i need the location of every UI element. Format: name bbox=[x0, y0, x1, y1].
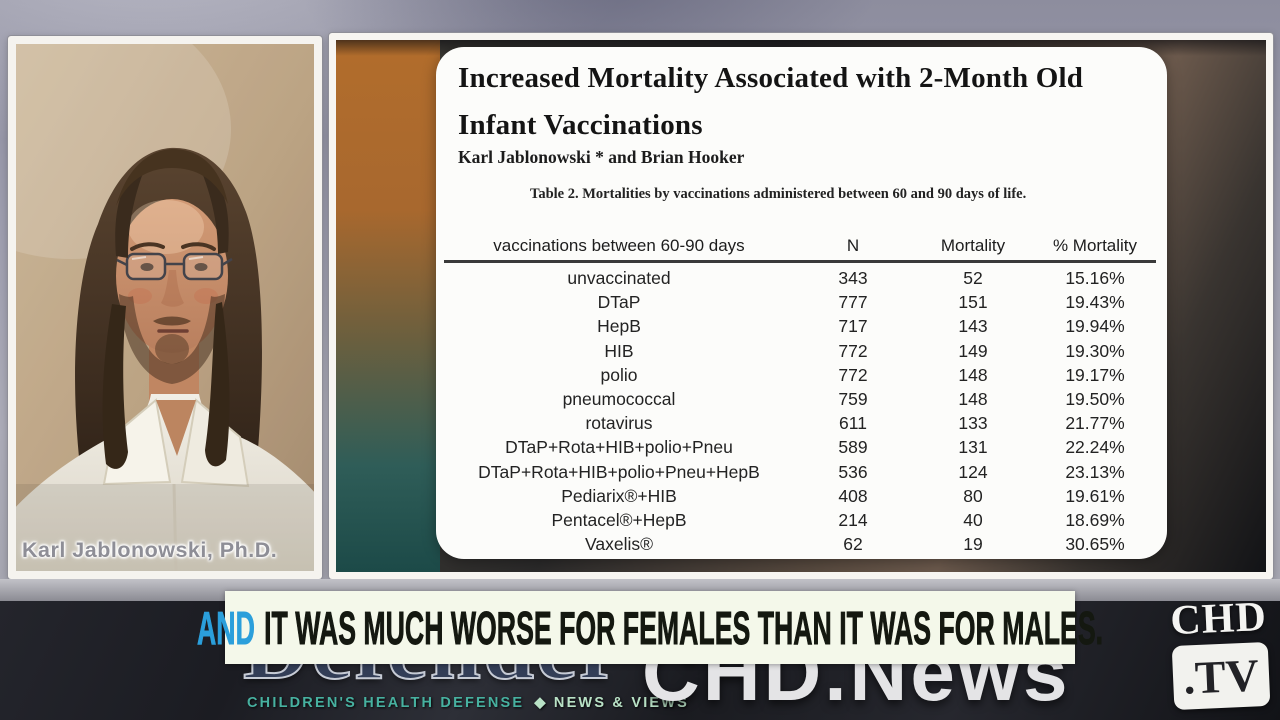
cell-mortality: 40 bbox=[963, 509, 983, 530]
cell-label: Pentacel®+HepB bbox=[551, 509, 687, 530]
cell-mortality: 151 bbox=[958, 292, 988, 313]
webcam-video: Karl Jablonowski, Ph.D. bbox=[16, 44, 314, 571]
cell-mortality: 148 bbox=[958, 388, 988, 409]
cell-n: 772 bbox=[838, 340, 868, 361]
table-row: HepB 717 143 19.94% bbox=[444, 314, 1156, 338]
subtitle-caption: AND IT WAS MUCH WORSE FOR FEMALES THAN IT… bbox=[197, 591, 1103, 664]
table-header-pct-mortality: % Mortality bbox=[1052, 236, 1138, 255]
cell-pct: 19.17% bbox=[1065, 364, 1125, 385]
cell-pct: 19.61% bbox=[1065, 485, 1125, 506]
cell-n: 536 bbox=[838, 461, 868, 482]
subtitle-body: IT WAS MUCH WORSE FOR FEMALES THAN IT WA… bbox=[264, 601, 1104, 654]
tagline-main: CHILDREN'S HEALTH DEFENSE bbox=[247, 695, 525, 711]
table-row: unvaccinated 343 52 15.16% bbox=[444, 266, 1156, 290]
chdtv-logo-bottom: .TV bbox=[1171, 641, 1271, 711]
mortality-table: vaccinations between 60-90 days N Mortal… bbox=[444, 235, 1156, 556]
cell-pct: 15.16% bbox=[1065, 268, 1125, 288]
cell-label: DTaP+Rota+HIB+polio+Pneu+HepB bbox=[478, 461, 760, 482]
cell-mortality: 124 bbox=[958, 461, 988, 482]
cell-n: 772 bbox=[838, 364, 868, 385]
cell-label: HIB bbox=[604, 340, 634, 361]
cell-n: 343 bbox=[838, 268, 868, 288]
cell-pct: 19.30% bbox=[1065, 340, 1125, 361]
paper-card: Increased Mortality Associated with 2-Mo… bbox=[436, 47, 1167, 559]
subtitle-highlight: AND bbox=[197, 601, 255, 654]
table-row: DTaP 777 151 19.43% bbox=[444, 290, 1156, 314]
cell-label: rotavirus bbox=[585, 413, 653, 434]
cell-pct: 19.50% bbox=[1065, 388, 1125, 409]
cell-mortality: 80 bbox=[963, 485, 983, 506]
paper-authors: Karl Jablonowski * and Brian Hooker bbox=[458, 147, 745, 167]
cell-mortality: 143 bbox=[958, 316, 988, 337]
table-row: DTaP+Rota+HIB+polio+Pneu+HepB 536 124 23… bbox=[444, 460, 1156, 484]
speaker-name-tag: Karl Jablonowski, Ph.D. bbox=[22, 538, 278, 562]
cell-pct: 23.13% bbox=[1065, 461, 1125, 482]
table-header-vaccinations: vaccinations between 60-90 days bbox=[493, 236, 745, 255]
table-row: DTaP+Rota+HIB+polio+Pneu 589 131 22.24% bbox=[444, 435, 1156, 459]
table-row: Vaxelis® 62 19 30.65% bbox=[444, 532, 1156, 556]
table-row: polio 772 148 19.17% bbox=[444, 363, 1156, 387]
chdtv-logo-top: CHD bbox=[1169, 593, 1268, 645]
tagline-sub: ◆ NEWS & VIEWS bbox=[534, 695, 690, 711]
cell-n: 408 bbox=[838, 485, 868, 506]
cell-pct: 22.24% bbox=[1065, 437, 1125, 458]
cell-pct: 30.65% bbox=[1065, 534, 1125, 555]
cell-mortality: 52 bbox=[963, 268, 983, 288]
cell-label: polio bbox=[600, 364, 638, 385]
cell-n: 759 bbox=[838, 388, 868, 409]
cell-label: Pediarix®+HIB bbox=[561, 485, 677, 506]
table-row: Pediarix®+HIB 408 80 19.61% bbox=[444, 484, 1156, 508]
speaker-portrait bbox=[16, 44, 314, 571]
table-caption: Table 2. Mortalities by vaccinations adm… bbox=[530, 186, 1027, 202]
cell-mortality: 131 bbox=[958, 437, 988, 458]
cell-pct: 19.94% bbox=[1065, 316, 1125, 337]
defender-tagline: CHILDREN'S HEALTH DEFENSE ◆ NEWS & VIEWS bbox=[247, 695, 689, 711]
cell-label: DTaP+Rota+HIB+polio+Pneu bbox=[505, 437, 733, 458]
table-header-row: vaccinations between 60-90 days N Mortal… bbox=[444, 235, 1156, 263]
cell-n: 214 bbox=[838, 509, 868, 530]
cell-pct: 21.77% bbox=[1065, 413, 1125, 434]
slide-background: Increased Mortality Associated with 2-Mo… bbox=[336, 40, 1266, 572]
cell-pct: 19.43% bbox=[1065, 292, 1125, 313]
chdtv-logo: CHD .TV bbox=[1167, 593, 1274, 711]
cell-label: pneumococcal bbox=[562, 388, 676, 409]
cell-mortality: 133 bbox=[958, 413, 988, 434]
table-row: Pentacel®+HepB 214 40 18.69% bbox=[444, 508, 1156, 532]
cell-mortality: 149 bbox=[958, 340, 988, 361]
cell-label: Vaxelis® bbox=[584, 534, 653, 555]
cell-n: 777 bbox=[838, 292, 868, 313]
cell-label: unvaccinated bbox=[567, 268, 671, 288]
subtitle-text: AND IT WAS MUCH WORSE FOR FEMALES THAN IT… bbox=[197, 601, 1104, 655]
cell-mortality: 148 bbox=[958, 364, 988, 385]
cell-pct: 18.69% bbox=[1065, 509, 1125, 530]
table-header-mortality: Mortality bbox=[940, 236, 1006, 255]
cell-label: DTaP bbox=[597, 292, 641, 313]
table-row: rotavirus 611 133 21.77% bbox=[444, 411, 1156, 435]
cell-mortality: 19 bbox=[963, 534, 983, 555]
cell-label: HepB bbox=[597, 316, 641, 337]
table-row: HIB 772 149 19.30% bbox=[444, 339, 1156, 363]
paper-title: Increased Mortality Associated with 2-Mo… bbox=[458, 55, 1158, 149]
paper-title-line1: Increased Mortality Associated with 2-Mo… bbox=[458, 62, 1084, 94]
cell-n: 611 bbox=[839, 413, 867, 434]
table-header-n: N bbox=[846, 236, 860, 255]
webcam-panel: Karl Jablonowski, Ph.D. bbox=[8, 36, 322, 579]
slide-panel: Increased Mortality Associated with 2-Mo… bbox=[329, 33, 1273, 579]
cell-n: 589 bbox=[838, 437, 868, 458]
cell-n: 62 bbox=[843, 534, 863, 555]
cell-n: 717 bbox=[838, 316, 868, 337]
table-row: pneumococcal 759 148 19.50% bbox=[444, 387, 1156, 411]
paper-title-line2: Infant Vaccinations bbox=[458, 109, 703, 141]
